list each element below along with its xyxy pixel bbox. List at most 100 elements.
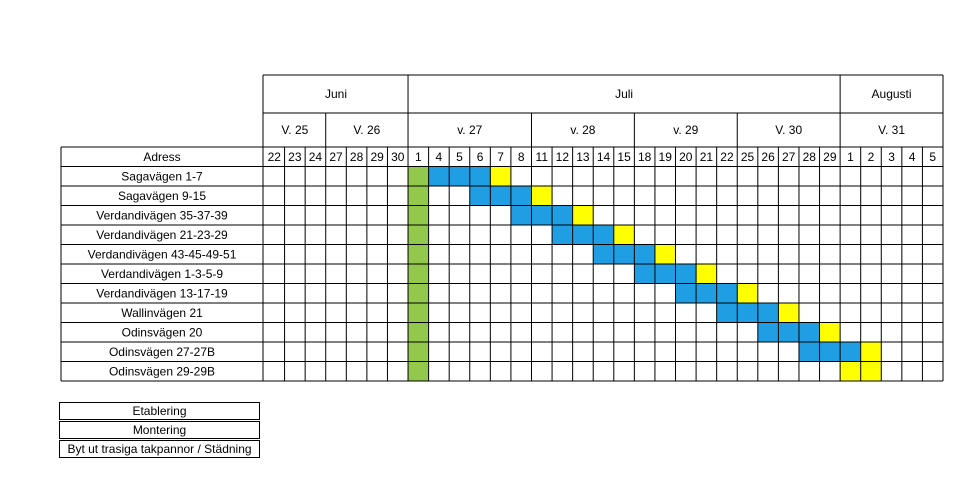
day-number: 5 (456, 150, 463, 164)
etablering-cell (408, 264, 429, 284)
month-label: Augusti (872, 87, 912, 101)
montering-cell (490, 186, 511, 206)
stadning-cell (654, 244, 676, 264)
day-number: 30 (391, 150, 405, 164)
montering-cell (840, 342, 861, 362)
week-label: V. 26 (353, 123, 380, 137)
montering-cell (510, 205, 532, 225)
day-number: 2 (868, 150, 875, 164)
stadning-cell (840, 361, 861, 381)
montering-cell (469, 186, 491, 206)
day-number: 1 (847, 150, 854, 164)
address-header: Adress (143, 150, 180, 164)
montering-cell (757, 303, 779, 323)
month-label: Juni (325, 87, 347, 101)
day-number: 11 (536, 150, 549, 164)
day-number: 4 (436, 150, 443, 164)
montering-cell (593, 225, 614, 245)
stadning-cell (737, 283, 758, 303)
montering-cell (675, 283, 697, 303)
stadning-cell (531, 186, 553, 206)
etablering-cell (408, 283, 429, 303)
address-label: Odinsvägen 27-27B (109, 345, 215, 359)
etablering-cell (408, 225, 429, 245)
day-number: 28 (803, 150, 817, 164)
address-label: Verdandivägen 43-45-49-51 (88, 247, 237, 261)
day-number: 29 (370, 150, 384, 164)
montering-cell (428, 166, 450, 186)
stadning-cell (696, 264, 717, 284)
stadning-cell (819, 322, 841, 342)
montering-cell (552, 205, 573, 225)
montering-cell (778, 322, 799, 342)
montering-cell (552, 225, 573, 245)
week-label: V. 25 (281, 123, 308, 137)
etablering-cell (408, 186, 429, 206)
stadning-cell (613, 225, 635, 245)
montering-cell (469, 166, 491, 186)
stadning-cell (490, 166, 511, 186)
stadning-cell (860, 342, 882, 362)
etablering-cell (408, 361, 429, 381)
day-number: 5 (929, 150, 936, 164)
day-number: 1 (415, 150, 422, 164)
day-number: 21 (700, 150, 714, 164)
etablering-cell (408, 303, 429, 323)
day-number: 22 (268, 150, 282, 164)
address-label: Odinsvägen 20 (122, 325, 203, 339)
etablering-cell (408, 322, 429, 342)
week-label: V. 30 (775, 123, 802, 137)
montering-cell (634, 244, 655, 264)
montering-cell (654, 264, 676, 284)
legend-etablering: Etablering (59, 402, 260, 420)
day-number: 19 (659, 150, 673, 164)
address-label: Verdandivägen 21-23-29 (96, 228, 228, 242)
etablering-cell (408, 205, 429, 225)
day-number: 26 (761, 150, 775, 164)
montering-cell (572, 225, 594, 245)
montering-cell (449, 166, 470, 186)
week-label: V. 31 (878, 123, 905, 137)
etablering-cell (408, 244, 429, 264)
week-label: v. 28 (570, 123, 595, 137)
stadning-cell (572, 205, 594, 225)
montering-cell (510, 186, 532, 206)
stadning-cell (860, 361, 882, 381)
day-number: 7 (497, 150, 504, 164)
day-number: 28 (350, 150, 364, 164)
address-label: Sagavägen 9-15 (118, 189, 206, 203)
month-label: Juli (615, 87, 633, 101)
day-number: 18 (638, 150, 652, 164)
day-number: 29 (823, 150, 837, 164)
day-number: 3 (888, 150, 895, 164)
montering-cell (819, 342, 841, 362)
day-number: 25 (741, 150, 755, 164)
address-label: Odinsvägen 29-29B (109, 364, 215, 378)
day-number: 15 (617, 150, 631, 164)
day-number: 6 (477, 150, 484, 164)
day-number: 27 (782, 150, 796, 164)
day-number: 24 (309, 150, 323, 164)
address-label: Verdandivägen 35-37-39 (96, 208, 228, 222)
montering-cell (634, 264, 655, 284)
etablering-cell (408, 166, 429, 186)
montering-cell (531, 205, 553, 225)
address-label: Verdandivägen 13-17-19 (96, 286, 228, 300)
montering-cell (737, 303, 758, 323)
montering-cell (613, 244, 635, 264)
montering-cell (757, 322, 779, 342)
day-number: 12 (556, 150, 570, 164)
legend-stadning: Byt ut trasiga takpannor / Städning (59, 440, 260, 458)
day-number: 8 (518, 150, 525, 164)
montering-cell (798, 342, 820, 362)
etablering-cell (408, 342, 429, 362)
montering-cell (716, 283, 738, 303)
day-number: 13 (576, 150, 590, 164)
montering-cell (675, 264, 697, 284)
address-label: Verdandivägen 1-3-5-9 (101, 267, 223, 281)
stadning-cell (778, 303, 799, 323)
day-number: 20 (679, 150, 693, 164)
day-number: 23 (288, 150, 302, 164)
address-label: Sagavägen 1-7 (121, 169, 203, 183)
week-label: v. 27 (457, 123, 482, 137)
